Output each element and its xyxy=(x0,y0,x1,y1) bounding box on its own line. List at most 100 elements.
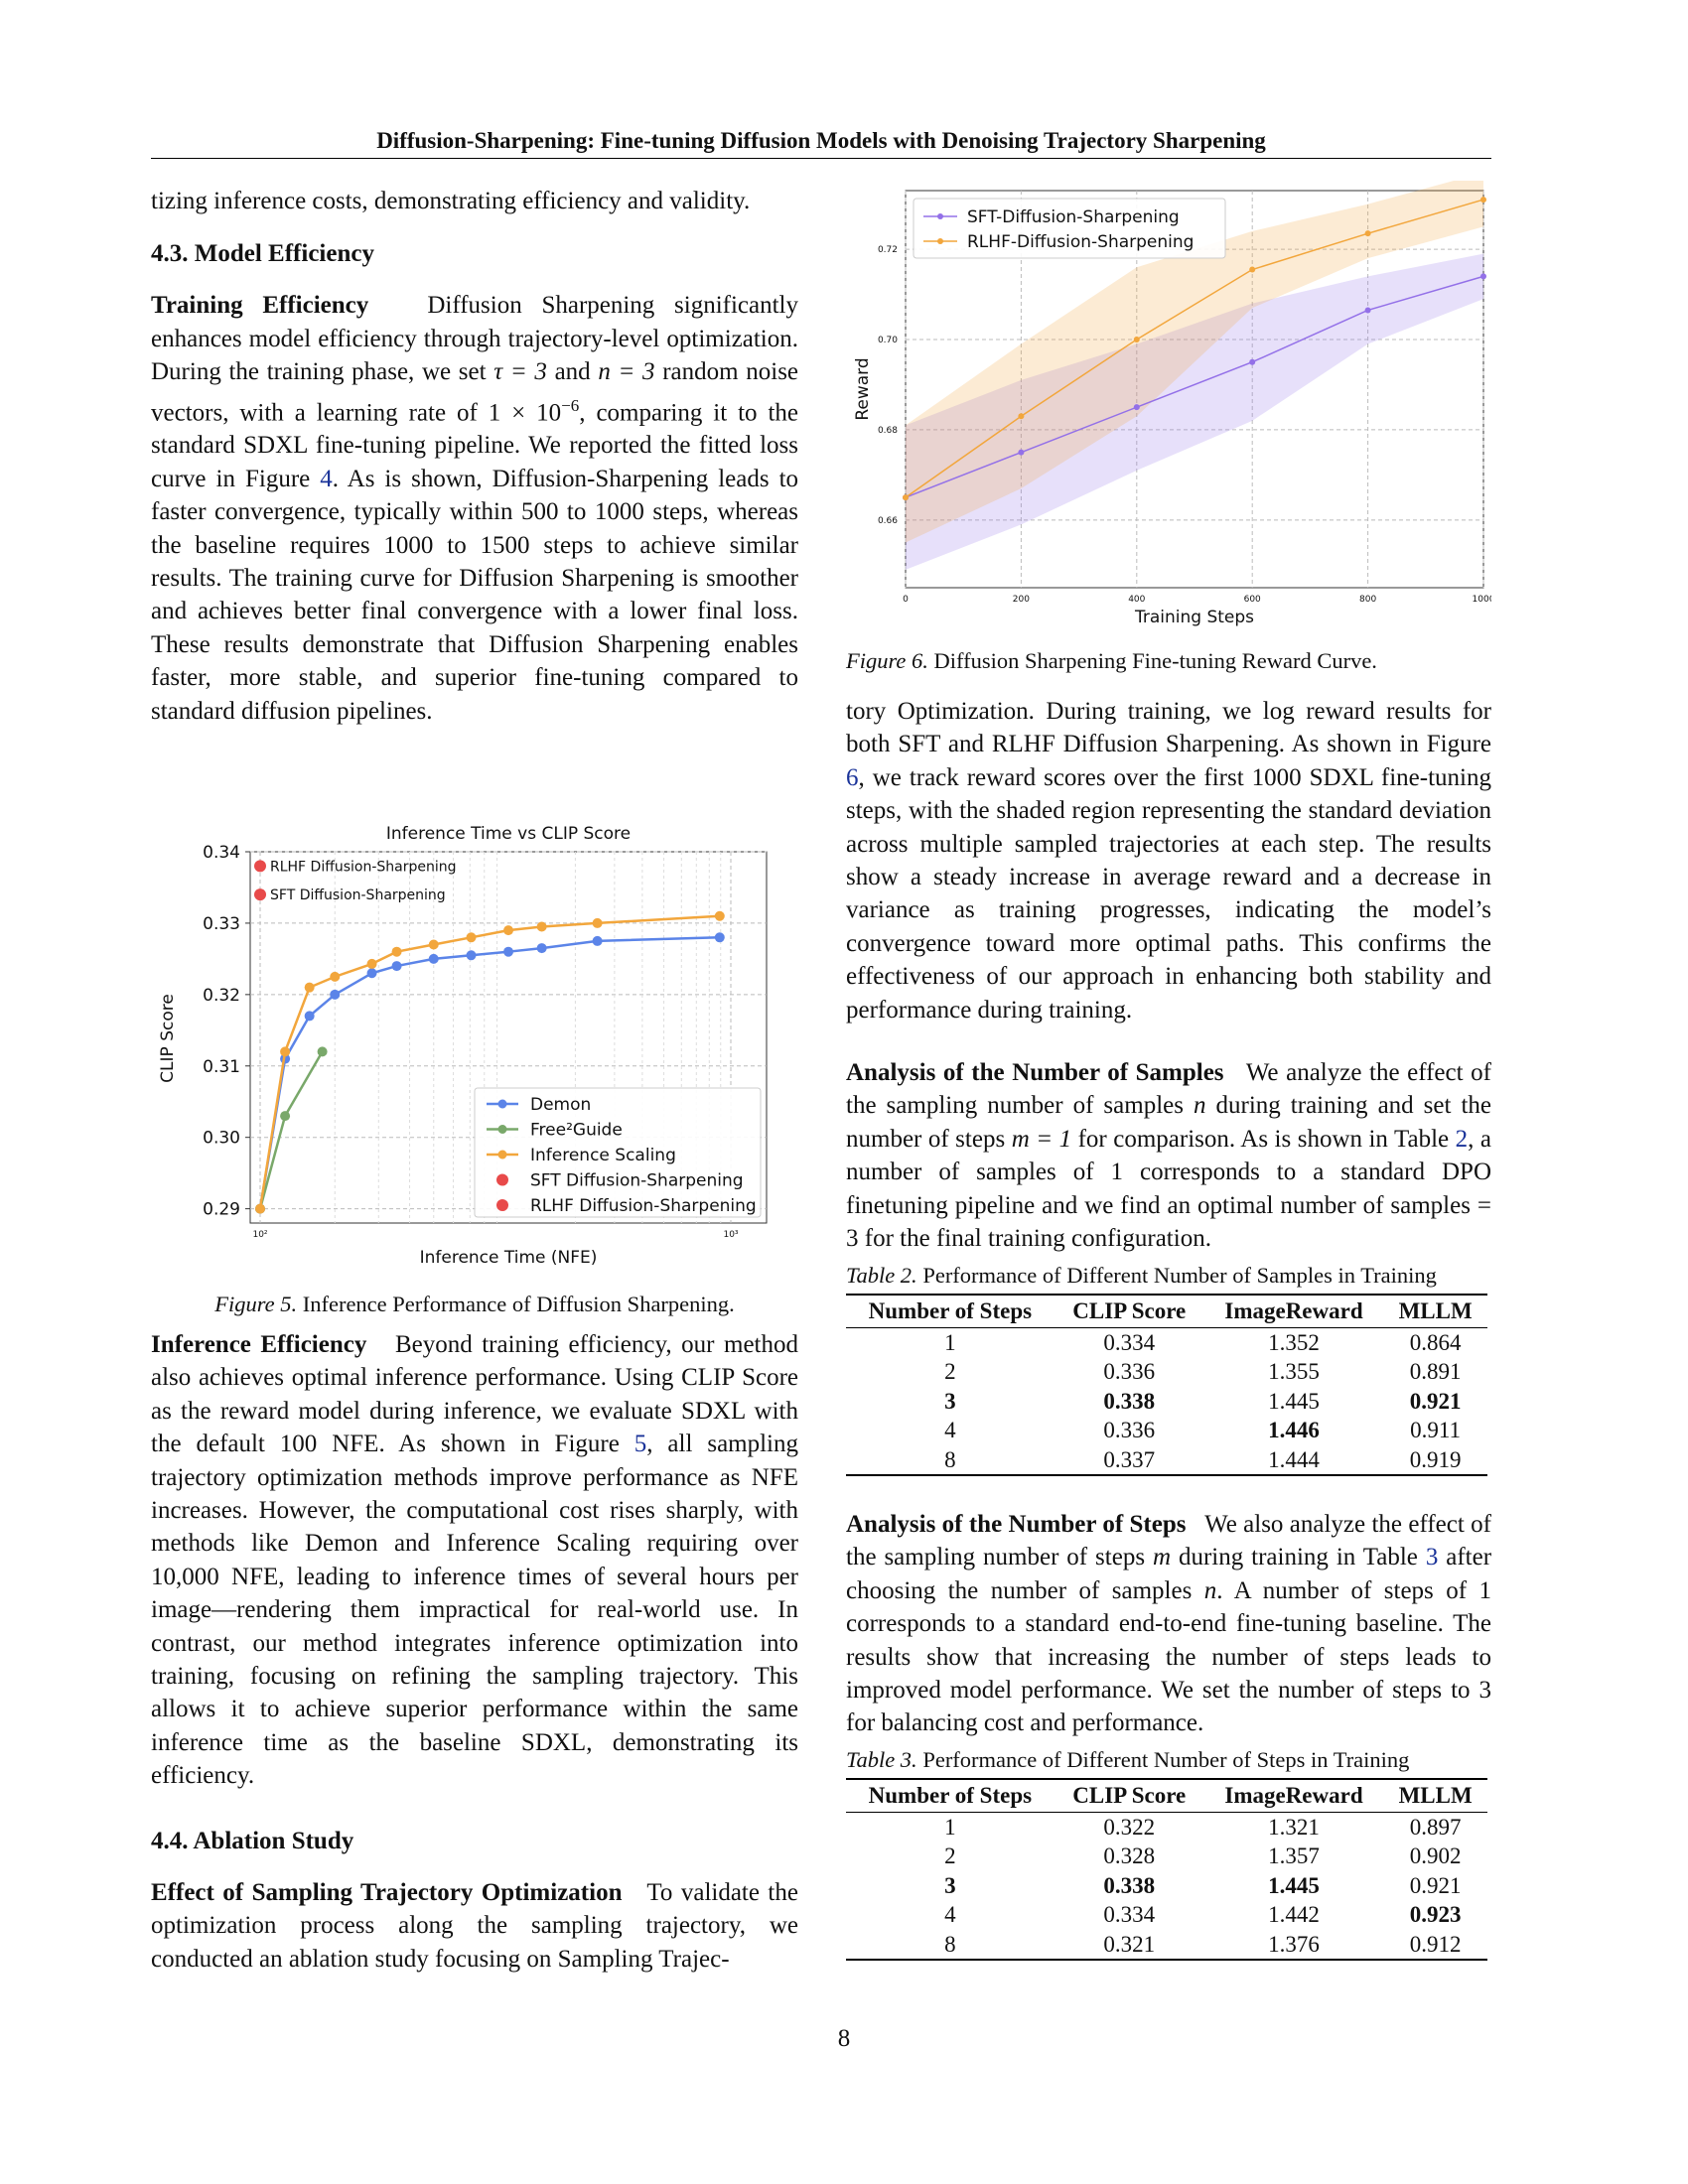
table3: Number of Steps CLIP Score ImageReward MLLM… xyxy=(846,1778,1487,1962)
paragraph-training-efficiency: Training Efficiency Diffusion Sharpening… xyxy=(151,289,798,728)
point-rlhf-diffusion-sharpening xyxy=(1018,413,1025,420)
legend-label-sft-diffusion-sharpening: SFT Diffusion-Sharpening xyxy=(530,1171,744,1191)
table-cell: 0.322 xyxy=(1103,1814,1156,1840)
caption-label: Table 2. xyxy=(846,1262,917,1288)
col-header: MLLM xyxy=(1398,1297,1473,1323)
table-cell: 0.334 xyxy=(1103,1329,1156,1355)
table-cell: 2 xyxy=(944,1359,956,1384)
chart6-ylabel: Reward xyxy=(853,357,873,420)
point-inference-scaling xyxy=(466,932,477,943)
math-lr: 1 × 10 xyxy=(488,398,562,426)
caption-label: Figure 5. xyxy=(214,1292,298,1316)
point-rlhf-diffusion-sharpening xyxy=(1249,266,1256,273)
math-m: m = 1 xyxy=(1011,1125,1072,1153)
point-rlhf-diffusion-sharpening xyxy=(1364,230,1371,237)
legend-label-sft-diffusion-sharpening: SFT-Diffusion-Sharpening xyxy=(967,207,1180,227)
point-demon xyxy=(503,946,513,957)
text: , we track reward scores over the first … xyxy=(846,763,1491,1024)
std-band-rlhf-diffusion-sharpening xyxy=(906,181,1483,543)
chart5-xlabel: Inference Time (NFE) xyxy=(420,1248,598,1268)
y-tick-label: 0.72 xyxy=(878,245,898,255)
table-cell: 0.338 xyxy=(1103,1388,1156,1414)
table-ref-3[interactable]: 3 xyxy=(1425,1544,1439,1571)
point-free-guide xyxy=(317,1046,328,1057)
table-cell: 0.911 xyxy=(1410,1418,1462,1442)
figure5-caption: Figure 5. Inference Performance of Diffu… xyxy=(151,1291,798,1318)
point-demon xyxy=(330,989,341,1000)
col-header: CLIP Score xyxy=(1072,1297,1187,1323)
text: , all sampling trajectory optimization m… xyxy=(151,1431,799,1790)
table-cell: 0.328 xyxy=(1103,1843,1156,1869)
x-tick-label: 200 xyxy=(1013,595,1030,605)
point-free-guide xyxy=(280,1111,291,1122)
chart6-xlabel: Training Steps xyxy=(1134,608,1254,627)
table-cell: 4 xyxy=(944,1902,956,1928)
table-cell: 8 xyxy=(944,1446,956,1472)
table-cell: 0.923 xyxy=(1409,1902,1462,1928)
x-tick-label: 10³ xyxy=(723,1230,738,1240)
table-cell: 1.357 xyxy=(1268,1843,1320,1869)
paragraph-number-of-samples: Analysis of the Number of Samples We ana… xyxy=(846,1056,1491,1255)
table-ref-2[interactable]: 2 xyxy=(1455,1125,1469,1153)
chart5-title: Inference Time vs CLIP Score xyxy=(386,824,631,844)
point-rlhf-diffusion-sharpening xyxy=(1133,337,1140,342)
table-cell: 0.336 xyxy=(1103,1418,1156,1442)
caption-text: Performance of Different Number of Sampl… xyxy=(922,1262,1437,1288)
table-cell: 0.321 xyxy=(1103,1931,1156,1957)
table-row: 1 0.322 1.321 0.897 xyxy=(846,1812,1487,1842)
chart5-legend xyxy=(474,1087,762,1218)
table-cell: 1.355 xyxy=(1268,1359,1320,1384)
text: during training and set the number of st… xyxy=(846,1092,1491,1153)
table-cell: 0.921 xyxy=(1409,1872,1462,1898)
table-cell: 0.921 xyxy=(1409,1388,1462,1414)
y-tick-label: 0.70 xyxy=(878,336,898,345)
table2: Number of Steps CLIP Score ImageReward MLLM… xyxy=(846,1294,1487,1477)
math-n: n = 3 xyxy=(598,358,655,386)
point-inference-scaling xyxy=(428,939,439,950)
math-n: n xyxy=(1203,1576,1217,1604)
point-label-sft-diffusion-sharpening: SFT Diffusion-Sharpening xyxy=(270,887,446,903)
paragraph-inference-efficiency: Inference Efficiency Beyond training eff… xyxy=(151,1328,798,1793)
text: . As is shown, Diffusion-Sharpening lead… xyxy=(151,465,799,725)
table-cell: 1 xyxy=(944,1329,956,1355)
point-inference-scaling xyxy=(366,958,377,969)
col-header: Number of Steps xyxy=(868,1782,1033,1808)
std-band-sft-diffusion-sharpening xyxy=(906,253,1483,570)
section-heading-4-4: 4.4. Ablation Study xyxy=(151,1827,354,1854)
left-column-bottom: Inference Efficiency Beyond training eff… xyxy=(151,1328,798,1976)
text: , a number of samples of 1 corresponds t… xyxy=(846,1125,1491,1253)
point-rlhf-diffusion-sharpening xyxy=(903,494,909,501)
series-line-free-guide xyxy=(258,1050,324,1209)
table-cell: 0.334 xyxy=(1103,1902,1156,1928)
series-line-demon xyxy=(258,936,720,1209)
point-demon xyxy=(366,968,377,979)
point-rlhf-diffusion-sharpening xyxy=(1480,197,1486,204)
text: for comparison. As is shown in Table xyxy=(1077,1125,1450,1153)
point-inference-scaling xyxy=(280,1046,291,1057)
text: during training in Table xyxy=(1178,1544,1418,1571)
y-tick-label: 0.31 xyxy=(203,1057,240,1077)
point-sft-diffusion-sharpening xyxy=(1480,273,1486,280)
col-header: CLIP Score xyxy=(1072,1782,1187,1808)
series-line-inference-scaling xyxy=(258,914,720,1209)
figure5-chart: Inference Time vs CLIP Score 0.29 0.30 0.3… xyxy=(158,824,768,1268)
runin-inference-efficiency: Inference Efficiency xyxy=(151,1331,367,1358)
table-cell: 1.446 xyxy=(1268,1418,1320,1442)
legend-label-free-guide: Free²Guide xyxy=(530,1121,623,1141)
runin-training-efficiency: Training Efficiency xyxy=(151,292,369,320)
point-demon xyxy=(714,932,725,943)
left-column-top: tizing inference costs, demonstrating ef… xyxy=(151,185,798,728)
point-sft-diffusion-sharpening xyxy=(1249,358,1256,365)
text: after choosing the number of samples xyxy=(846,1544,1492,1604)
figure-ref-6[interactable]: 6 xyxy=(846,763,859,791)
figure-ref-4[interactable]: 4 xyxy=(320,465,333,492)
x-tick-label: 10² xyxy=(252,1230,267,1240)
figure-ref-5[interactable]: 5 xyxy=(633,1431,647,1458)
x-tick-label: 1000 xyxy=(1473,595,1491,605)
runin-number-of-samples: Analysis of the Number of Samples xyxy=(846,1059,1224,1087)
point-demon xyxy=(466,950,477,961)
caption-text: Performance of Different Number of Steps… xyxy=(922,1746,1410,1772)
y-tick-label: 0.68 xyxy=(878,426,898,436)
table-row: 4 0.334 1.442 0.923 xyxy=(846,1900,1487,1930)
header-rule xyxy=(151,158,1491,159)
